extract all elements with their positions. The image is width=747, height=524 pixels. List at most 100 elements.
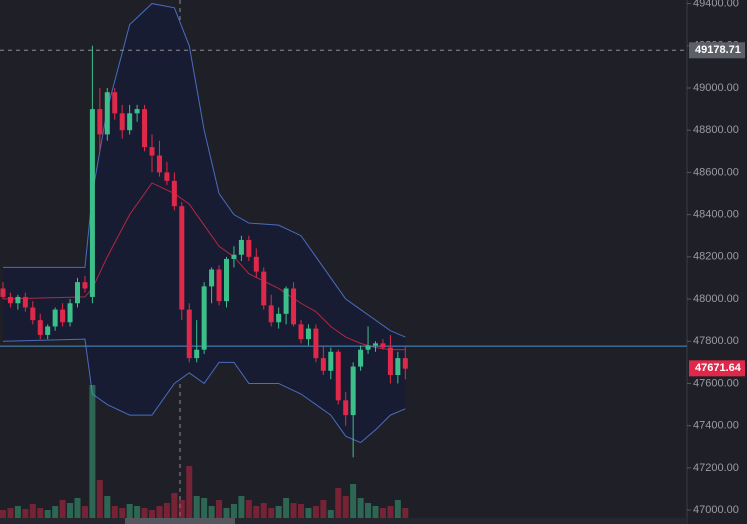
volume-bar — [37, 508, 44, 518]
volume-bar — [208, 506, 215, 518]
volume-bar — [22, 509, 29, 518]
time-scroll[interactable] — [0, 518, 687, 524]
candle-body — [112, 92, 118, 114]
candle-body — [45, 326, 51, 335]
volume-bar — [283, 498, 290, 518]
candle-body — [373, 343, 378, 346]
candle-body — [276, 313, 282, 323]
volume-bar — [320, 500, 327, 518]
volume-bar — [171, 493, 178, 518]
candle-body — [89, 109, 95, 297]
candle-body — [97, 109, 103, 135]
volume-bar — [111, 506, 118, 518]
candle-body — [224, 258, 229, 302]
candle-body — [305, 328, 311, 340]
candle-body — [365, 345, 371, 350]
candle-body — [15, 296, 21, 304]
candle-body — [343, 400, 349, 416]
volume-bar — [290, 503, 297, 518]
candle-body — [313, 328, 319, 359]
candle-body — [216, 269, 222, 302]
volume-bar — [268, 508, 275, 518]
volume-bar — [327, 510, 334, 518]
volume-bar — [156, 506, 163, 518]
candle-body — [119, 113, 125, 131]
volume-bar — [0, 510, 6, 518]
crosshair-price-label: 49178.71 — [695, 44, 741, 56]
volume-bar — [402, 508, 409, 518]
band-upper — [3, 3, 406, 338]
y-tick-label: 48800.00 — [693, 124, 739, 136]
volume-bar — [96, 480, 103, 518]
candle-body — [201, 286, 207, 350]
candle-body — [387, 347, 393, 376]
y-tick-label: 48200.00 — [693, 251, 739, 263]
candle-body — [22, 296, 28, 308]
volume-bar — [193, 496, 200, 518]
volume-bar — [238, 496, 245, 518]
band-lower — [2, 338, 406, 444]
crosshair-price-box — [689, 42, 745, 59]
candle-body — [67, 303, 73, 323]
last-price-label: 47671.64 — [695, 362, 742, 374]
volume-bar — [14, 506, 21, 518]
volume-bar — [216, 500, 223, 518]
candle-body — [179, 206, 185, 310]
y-tick-label: 48600.00 — [693, 166, 739, 178]
volume-bar — [201, 498, 208, 518]
volume-bar — [223, 508, 230, 518]
candle-body — [380, 343, 386, 348]
candle-body — [320, 358, 326, 371]
y-tick-label: 47800.00 — [693, 335, 739, 347]
candle-body — [142, 109, 148, 148]
volume-bar — [149, 510, 155, 518]
y-tick-label: 47600.00 — [693, 377, 739, 389]
volume-bar — [379, 508, 386, 518]
volume-bar — [134, 506, 141, 518]
volume-bar — [52, 506, 59, 518]
y-tick-label: 48400.00 — [693, 209, 739, 221]
candle-body — [0, 288, 6, 297]
candle-body — [335, 351, 341, 401]
candle-body — [186, 309, 192, 359]
volume-bar — [104, 496, 111, 518]
y-tick-label: 49400.00 — [693, 0, 739, 9]
candle-body — [268, 305, 274, 323]
candle-body — [291, 288, 297, 325]
volume-bar — [81, 506, 88, 518]
candle-body — [261, 271, 267, 306]
candle-body — [164, 172, 170, 181]
volume-bar — [141, 508, 148, 518]
volume-bar — [44, 510, 51, 518]
volume-bar — [394, 500, 401, 518]
volume-bar — [126, 504, 133, 518]
last-price-box — [689, 360, 745, 377]
candle-body — [37, 320, 43, 335]
candle-body — [7, 296, 13, 304]
volume-bar — [67, 503, 74, 518]
time-scroll-thumb[interactable] — [125, 518, 235, 524]
candle-body — [171, 180, 177, 207]
volume-bar — [305, 508, 312, 518]
candle-body — [298, 324, 304, 340]
volume-bar — [298, 504, 304, 518]
candle-body — [238, 239, 244, 255]
volume-bar — [119, 508, 126, 518]
volume-bar — [342, 496, 349, 518]
volume-bar — [186, 466, 193, 518]
volume-bar — [372, 506, 379, 518]
volume-bar — [253, 506, 260, 518]
volume-bar — [230, 504, 237, 518]
candle-body — [231, 254, 237, 259]
volume-bar — [7, 508, 14, 518]
band-fill — [3, 3, 406, 443]
candle-body — [60, 309, 66, 323]
volume-bar — [260, 503, 267, 518]
volume-bar — [350, 484, 357, 518]
volume-bar — [335, 488, 342, 518]
volume-bar — [387, 506, 394, 518]
volume-bar — [365, 503, 372, 518]
candle-body — [149, 147, 155, 156]
volume-bar — [178, 500, 185, 518]
